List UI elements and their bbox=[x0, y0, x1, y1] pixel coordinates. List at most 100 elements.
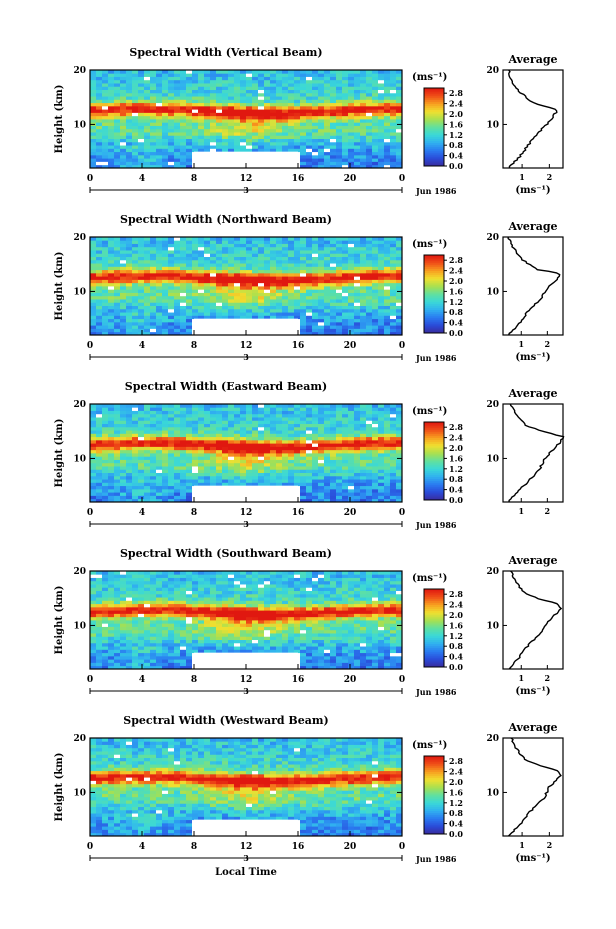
heatmap-cell bbox=[210, 282, 217, 287]
heatmap-cell bbox=[336, 485, 343, 490]
heatmap-cell bbox=[348, 479, 355, 483]
heatmap-cell bbox=[354, 250, 361, 254]
heatmap-cell bbox=[336, 243, 343, 248]
heatmap-cell bbox=[306, 292, 313, 297]
heatmap-cell bbox=[258, 433, 265, 438]
heatmap-cell bbox=[348, 436, 355, 441]
heatmap-cell bbox=[108, 263, 115, 267]
heatmap-cell bbox=[234, 125, 241, 130]
heatmap-cell bbox=[114, 495, 121, 500]
heatmap-cell bbox=[312, 498, 319, 503]
heatmap-cell bbox=[192, 282, 199, 287]
heatmap-cell bbox=[342, 125, 349, 130]
heatmap-cell bbox=[114, 79, 121, 84]
heatmap-cell bbox=[354, 443, 361, 447]
heatmap-cell bbox=[192, 148, 199, 153]
heatmap-cell bbox=[330, 115, 337, 120]
heatmap-cell bbox=[372, 73, 379, 77]
heatmap-cell bbox=[174, 253, 181, 257]
heatmap-cell bbox=[210, 420, 217, 424]
heatmap-cell bbox=[204, 479, 211, 483]
heatmap-cell bbox=[282, 420, 289, 424]
heatmap-cell bbox=[336, 269, 343, 274]
heatmap-cell bbox=[294, 266, 301, 271]
heatmap-cell bbox=[384, 128, 391, 133]
heatmap-cell bbox=[180, 485, 187, 490]
heatmap-cell bbox=[246, 282, 253, 287]
heatmap-cell bbox=[360, 475, 367, 480]
heatmap-cell bbox=[330, 161, 337, 166]
heatmap-cell bbox=[396, 158, 403, 162]
heatmap-cell bbox=[240, 99, 247, 104]
heatmap-cell bbox=[126, 246, 133, 251]
heatmap-cell bbox=[96, 436, 103, 441]
heatmap-cell bbox=[318, 148, 325, 153]
heatmap-cell bbox=[168, 269, 175, 274]
heatmap-cell bbox=[294, 413, 301, 418]
colorbar-tick-label: 0.0 bbox=[449, 161, 463, 171]
heatmap-cell bbox=[174, 462, 181, 467]
colorbar-swatch bbox=[424, 468, 444, 472]
x-tick-label: 8 bbox=[191, 174, 197, 184]
heatmap-cell bbox=[198, 115, 205, 120]
heatmap-cell bbox=[204, 266, 211, 271]
heatmap-cell bbox=[276, 453, 283, 457]
heatmap-cell bbox=[342, 86, 349, 90]
colorbar-swatch bbox=[424, 97, 444, 101]
heatmap-cell bbox=[90, 417, 97, 421]
heatmap-cell bbox=[390, 141, 397, 146]
heatmap-cell bbox=[138, 145, 145, 149]
heatmap-cell bbox=[144, 237, 151, 241]
heatmap-cell bbox=[336, 295, 343, 300]
heatmap-cell bbox=[258, 462, 265, 467]
heatmap-cell bbox=[132, 70, 139, 74]
heatmap-cell bbox=[192, 109, 199, 113]
heatmap-cell bbox=[396, 73, 403, 77]
heatmap-cell bbox=[282, 446, 289, 451]
heatmap-cell bbox=[186, 404, 193, 408]
heatmap-cell bbox=[360, 410, 367, 415]
heatmap-cell bbox=[390, 83, 397, 87]
heatmap-cell bbox=[228, 240, 235, 244]
heatmap-cell bbox=[294, 279, 301, 284]
heatmap-cell bbox=[312, 76, 319, 81]
heatmap-cell bbox=[228, 446, 235, 451]
heatmap-cell bbox=[378, 263, 385, 267]
heatmap-cell bbox=[114, 250, 121, 254]
heatmap-cell bbox=[216, 404, 223, 408]
heatmap-cell bbox=[354, 420, 361, 424]
heatmap-cell bbox=[228, 112, 235, 117]
heatmap-cell bbox=[360, 439, 367, 444]
x-tick-label: 16 bbox=[292, 508, 305, 518]
heatmap-cell bbox=[138, 128, 145, 133]
heatmap-cell bbox=[162, 449, 169, 454]
heatmap-cell bbox=[120, 453, 127, 457]
heatmap-cell bbox=[300, 141, 307, 146]
x-tick-label: 12 bbox=[240, 341, 253, 351]
heatmap-cell bbox=[258, 237, 265, 241]
heatmap-cell bbox=[330, 83, 337, 87]
heatmap-cell bbox=[204, 456, 211, 460]
heatmap-cell bbox=[366, 243, 373, 248]
heatmap-cell bbox=[306, 73, 313, 77]
heatmap-cell bbox=[174, 256, 181, 261]
heatmap-cell bbox=[348, 89, 355, 94]
heatmap-cell bbox=[174, 246, 181, 251]
heatmap-cell bbox=[384, 407, 391, 411]
heatmap-cell bbox=[246, 102, 253, 107]
heatmap-cell bbox=[378, 417, 385, 421]
heatmap-cell bbox=[114, 237, 121, 241]
heatmap-cell bbox=[162, 407, 169, 411]
heatmap-cell bbox=[96, 83, 103, 87]
heatmap-cell bbox=[288, 315, 295, 320]
heatmap-cell bbox=[240, 289, 247, 293]
heatmap-cell bbox=[240, 482, 247, 487]
heatmap-cell bbox=[240, 426, 247, 431]
heatmap-cell bbox=[180, 459, 187, 464]
heatmap-cell bbox=[210, 469, 217, 473]
heatmap-cell bbox=[264, 439, 271, 444]
colorbar-swatch bbox=[424, 264, 444, 268]
heatmap-cell bbox=[150, 250, 157, 254]
heatmap-cell bbox=[210, 253, 217, 257]
heatmap-cell bbox=[318, 289, 325, 293]
